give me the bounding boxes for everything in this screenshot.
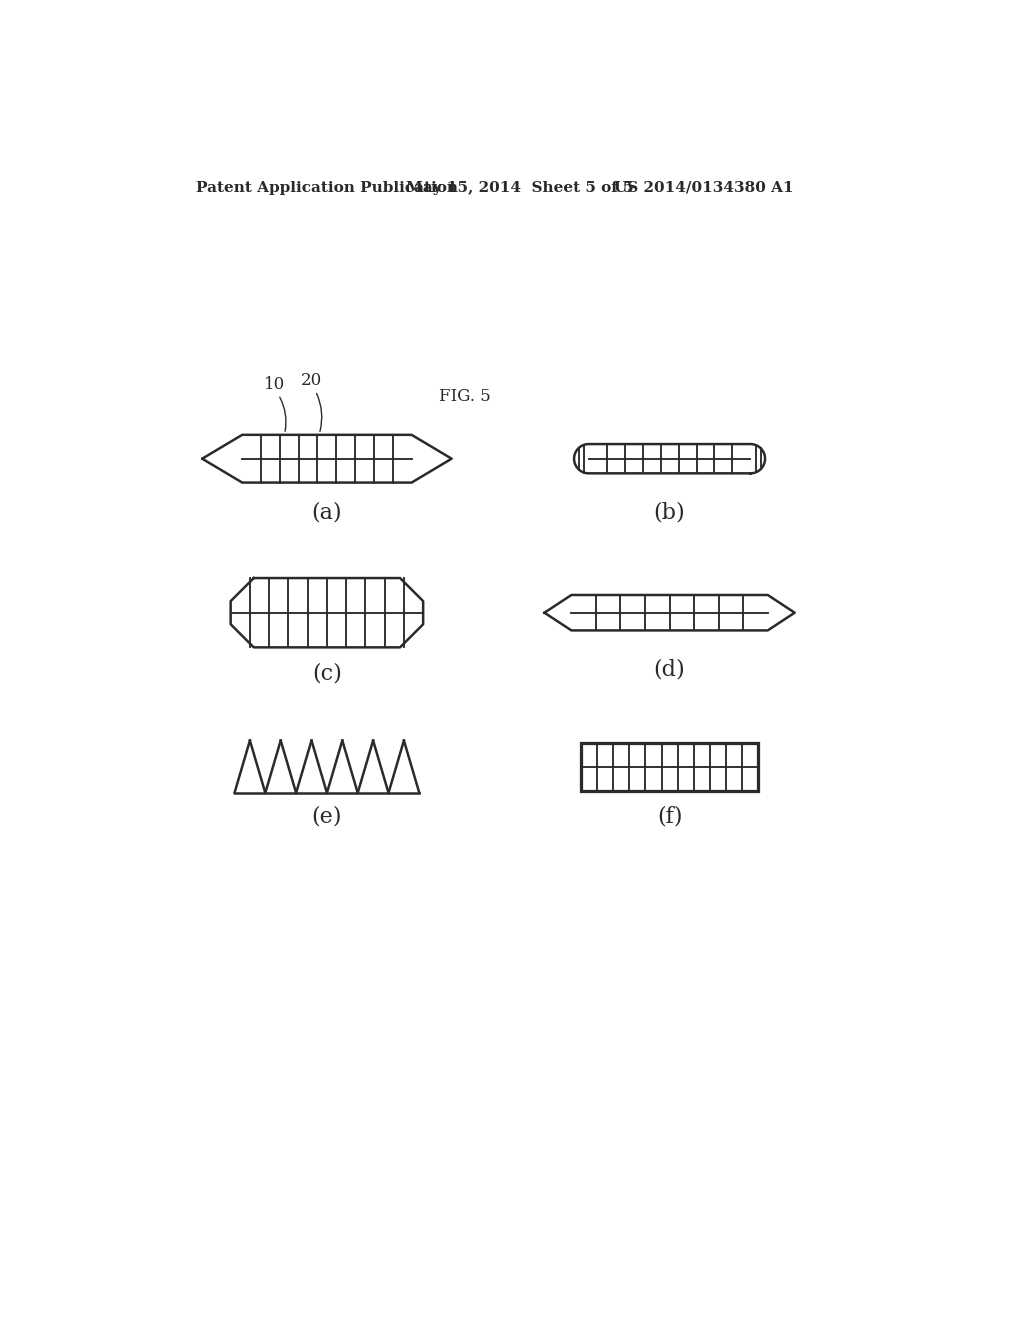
Text: (b): (b) (653, 502, 685, 523)
Text: FIG. 5: FIG. 5 (438, 388, 490, 405)
Text: Patent Application Publication: Patent Application Publication (196, 181, 458, 194)
Text: (d): (d) (653, 659, 685, 681)
Text: May 15, 2014  Sheet 5 of 5: May 15, 2014 Sheet 5 of 5 (407, 181, 634, 194)
Text: 20: 20 (301, 372, 323, 389)
Text: (c): (c) (312, 663, 342, 685)
Text: (a): (a) (311, 502, 342, 523)
Text: (e): (e) (311, 805, 342, 828)
Bar (581, 743, 758, 791)
Text: (f): (f) (656, 805, 682, 828)
Text: US 2014/0134380 A1: US 2014/0134380 A1 (614, 181, 794, 194)
Text: 10: 10 (264, 376, 285, 393)
